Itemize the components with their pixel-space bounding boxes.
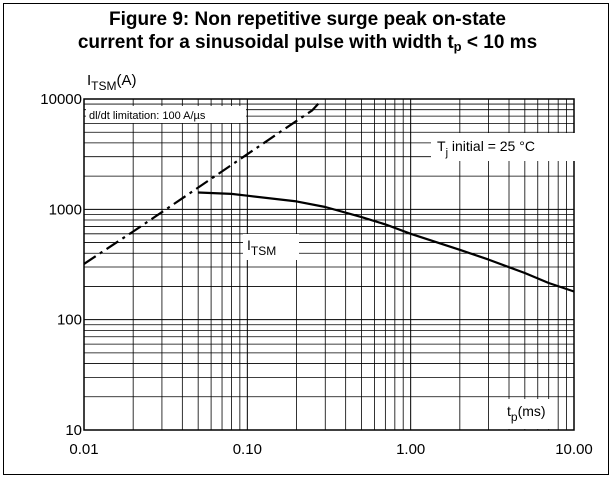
figure-title-line-2: current for a sinusoidal pulse with widt… [0,32,615,54]
y-tick-label: 1000 [49,201,82,218]
y-tick-label: 100 [57,312,82,329]
x-tick-label: 10.00 [555,441,593,458]
title-line-2-subscript: p [453,39,462,54]
x-tick-label: 0.10 [233,441,262,458]
tj-label-box [431,133,581,161]
didt-limitation-label: dl/dt limitation: 100 A/µs [89,110,206,122]
title-line-2-prefix: current for a sinusoidal pulse with widt… [77,32,454,53]
y-tick-label: 10000 [40,91,82,108]
y-tick-label: 10 [65,422,82,439]
x-tick-label: 0.01 [69,441,98,458]
x-axis-label: tp(ms) [507,403,546,424]
curve-label-box [243,234,299,260]
y-axis-label: ITSM(A) [87,72,137,93]
junction-temperature-label: Tj initial = 25 °C [437,138,535,159]
x-tick-label: 1.00 [396,441,425,458]
didt-limit-line [83,100,322,265]
tick-labels: 0.01 0.10 1.00 10.00 10 100 1000 10000 [40,91,592,458]
didt-label-box [86,106,246,123]
series-layer [83,100,575,293]
chart-grid [84,99,574,430]
x-axis-label-box [503,399,555,429]
title-line-2-suffix: < 10 ms [461,32,538,53]
figure-frame [3,3,609,475]
plot-area-border [83,98,575,431]
figure-title-line-1: Figure 9: Non repetitive surge peak on-s… [109,9,506,30]
itsm-curve-label: ITSM [247,237,276,258]
itsm-curve [198,191,575,293]
